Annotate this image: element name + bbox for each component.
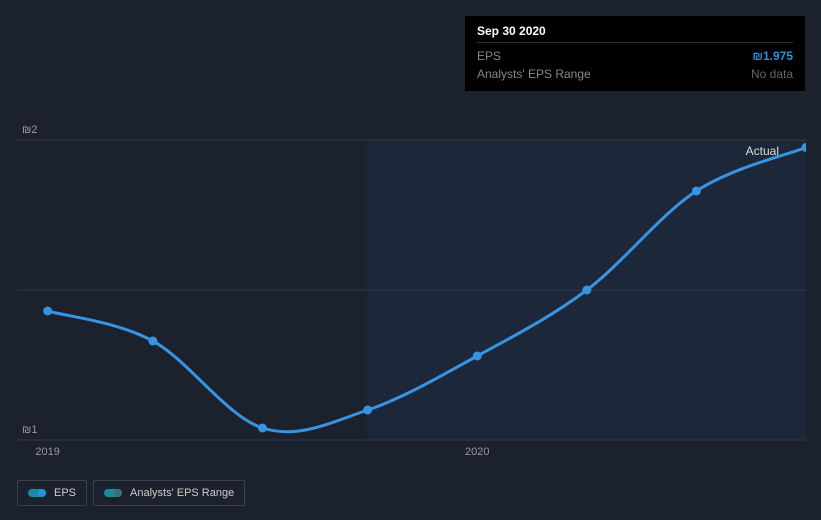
legend-label: EPS bbox=[54, 487, 76, 499]
legend: EPS Analysts' EPS Range bbox=[17, 480, 245, 506]
legend-swatch-eps bbox=[28, 489, 46, 497]
actual-label: Actual bbox=[746, 144, 779, 158]
xtick-label: 2020 bbox=[465, 446, 489, 458]
ytick-label: ₪1 bbox=[22, 424, 37, 436]
xtick-label: 2019 bbox=[35, 446, 59, 458]
legend-item-eps[interactable]: EPS bbox=[17, 480, 87, 506]
legend-swatch-range bbox=[104, 489, 122, 497]
legend-item-range[interactable]: Analysts' EPS Range bbox=[93, 480, 245, 506]
eps-chart: Actual ₪1 ₪2 2019 2020 bbox=[17, 0, 806, 475]
ytick-label: ₪2 bbox=[22, 124, 37, 136]
chart-svg bbox=[17, 0, 806, 475]
legend-label: Analysts' EPS Range bbox=[130, 487, 234, 499]
